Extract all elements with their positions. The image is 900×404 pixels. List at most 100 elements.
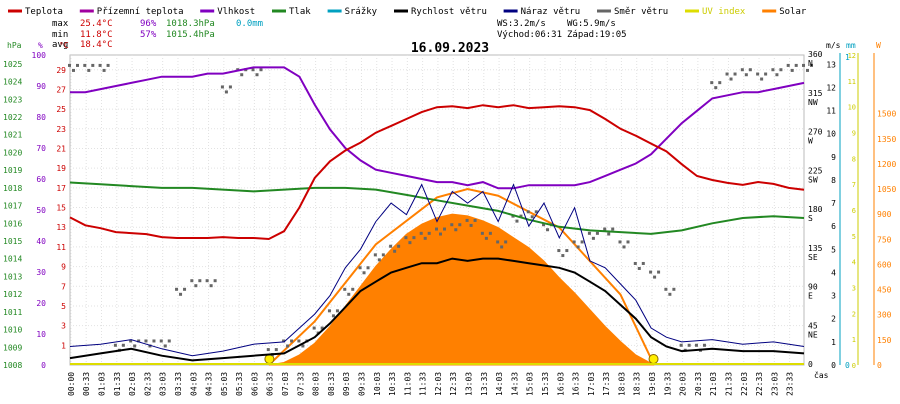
wind-direction-point xyxy=(633,261,637,265)
wind-direction-point xyxy=(443,227,446,231)
wind-direction-point xyxy=(83,63,87,67)
x-tick-label: 16:03 xyxy=(556,372,565,396)
wind-direction-point xyxy=(515,219,519,223)
wind-direction-point xyxy=(480,231,484,235)
wind-direction-point xyxy=(259,68,263,72)
pressure-tick-label: 1010 xyxy=(3,326,22,335)
wind-direction-point xyxy=(469,223,473,227)
x-tick-label: 18:03 xyxy=(617,372,626,396)
wind-speed-tick-label: 1 xyxy=(831,338,836,347)
wind-direction-point xyxy=(397,244,401,248)
wind-direction-point xyxy=(301,344,305,348)
wind-speed-tick-label: 3 xyxy=(831,292,836,301)
wind-direction-point xyxy=(591,236,595,240)
wind-direction-point xyxy=(484,236,488,240)
wind-direction-point xyxy=(373,253,377,257)
x-tick-label: 17:03 xyxy=(587,372,596,396)
legend-label: Teplota xyxy=(25,7,63,17)
wind-direction-point xyxy=(718,81,722,85)
wind-direction-point xyxy=(251,68,255,72)
temperature-tick-label: 25 xyxy=(56,105,66,114)
wind-direction-point xyxy=(641,261,645,265)
wind-direction-point xyxy=(748,68,752,72)
wind-direction-point xyxy=(412,236,416,240)
rain-tick-label: 0 xyxy=(845,361,850,370)
unit-time: čas xyxy=(814,370,829,380)
stats-wind-speed: WS:3.2m/s xyxy=(497,19,546,29)
wind-direction-point xyxy=(775,73,779,77)
wind-direction-point xyxy=(576,245,580,249)
solar-tick-label: 150 xyxy=(877,336,892,345)
solar-tick-label: 1500 xyxy=(877,110,896,119)
temperature-tick-label: 13 xyxy=(56,223,66,232)
wind-speed-tick-label: 11 xyxy=(826,107,836,116)
temperature-tick-label: 19 xyxy=(56,164,66,173)
temperature-tick-label: 1 xyxy=(61,341,66,350)
wind-direction-tick-label: 135 xyxy=(808,244,823,253)
wind-direction-point xyxy=(194,284,198,288)
wind-direction-point xyxy=(714,86,718,90)
wind-direction-point xyxy=(534,210,538,214)
wind-direction-point xyxy=(297,339,301,343)
wind-direction-point xyxy=(91,63,95,67)
wind-speed-line xyxy=(69,257,805,362)
series-lines xyxy=(69,66,805,362)
unit-percent: % xyxy=(38,41,43,50)
wind-direction-point xyxy=(282,339,286,343)
humidity-tick-label: 80 xyxy=(36,113,46,122)
wind-direction-point xyxy=(439,232,442,236)
x-tick-label: 22:03 xyxy=(740,372,749,396)
x-tick-label: 06:33 xyxy=(266,372,275,396)
x-tick-label: 07:33 xyxy=(296,372,305,396)
x-tick-label: 03:03 xyxy=(159,372,168,396)
wind-direction-tick-label: 0 xyxy=(808,360,813,369)
wind-direction-point xyxy=(224,90,228,94)
wind-direction-point xyxy=(76,63,79,67)
wind-direction-point xyxy=(266,348,270,352)
temperature-tick-label: 11 xyxy=(56,243,66,252)
pressure-tick-label: 1021 xyxy=(3,131,22,140)
wind-direction-point xyxy=(331,314,335,318)
uv-tick-label: 11 xyxy=(848,78,856,86)
wind-direction-point xyxy=(557,249,561,253)
wind-direction-point xyxy=(148,344,152,348)
wind-direction-point xyxy=(362,271,366,275)
wind-direction-point xyxy=(744,73,748,77)
wind-direction-point xyxy=(183,287,187,291)
wind-direction-tick-label: 360 xyxy=(808,50,823,59)
wind-direction-point xyxy=(458,223,462,227)
wind-direction-point xyxy=(500,245,504,249)
wind-direction-point xyxy=(496,240,500,244)
wind-direction-point xyxy=(587,231,591,235)
wind-gust-line xyxy=(69,183,805,357)
wind-speed-tick-label: 8 xyxy=(831,176,836,185)
solar-tick-label: 750 xyxy=(877,235,892,244)
wind-direction-point xyxy=(377,258,381,262)
legend-label: Náraz větru xyxy=(521,7,581,17)
wind-direction-point xyxy=(694,343,698,347)
x-tick-label: 12:33 xyxy=(449,372,458,396)
wind-direction-point xyxy=(113,343,117,347)
wind-direction-point xyxy=(358,266,362,270)
pressure-line xyxy=(69,181,805,235)
uv-tick-label: 1 xyxy=(852,336,856,344)
wind-speed-tick-label: 0 xyxy=(831,361,836,370)
x-tick-label: 19:03 xyxy=(648,372,657,396)
x-tick-label: 16:33 xyxy=(572,372,581,396)
chart-axes: 1008100910101011101210131014101510161017… xyxy=(3,50,896,370)
x-tick-label: 01:03 xyxy=(98,372,107,396)
x-tick-label: 21:33 xyxy=(724,372,733,396)
temperature-tick-label: 3 xyxy=(61,322,66,331)
wind-direction-point xyxy=(87,68,91,72)
wind-direction-point xyxy=(427,231,431,235)
humidity-tick-label: 90 xyxy=(36,82,46,91)
unit-hpa: hPa xyxy=(7,41,22,50)
stats-avg-label: avg xyxy=(52,40,68,50)
x-tick-label: 00:33 xyxy=(82,372,91,396)
legend-label: UV index xyxy=(702,7,746,17)
x-tick-label: 15:33 xyxy=(541,372,550,396)
pressure-tick-label: 1016 xyxy=(3,219,22,228)
solar-tick-label: 450 xyxy=(877,286,892,295)
wind-direction-point xyxy=(653,275,657,279)
x-tick-label: 04:33 xyxy=(205,372,214,396)
